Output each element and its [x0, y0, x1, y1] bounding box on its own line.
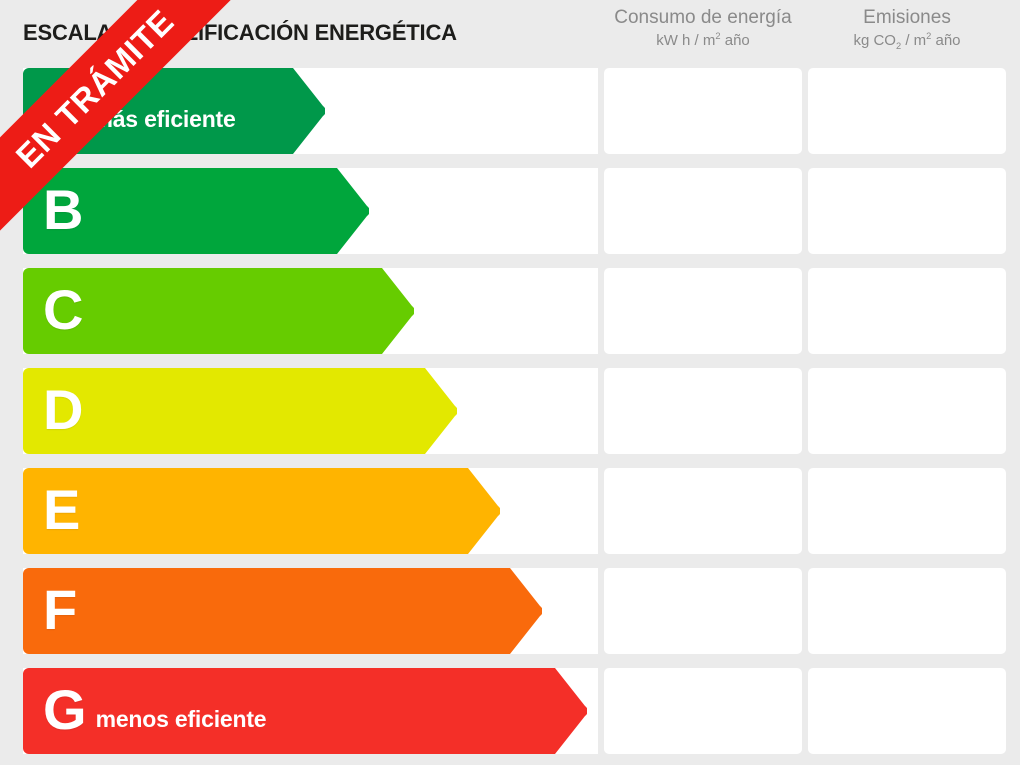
consumo-value — [604, 268, 802, 354]
rating-bar-d: D — [23, 368, 457, 454]
rating-bar-e: E — [23, 468, 500, 554]
consumo-unit-exponent: 2 — [715, 31, 721, 42]
consumo-value-cell — [604, 268, 802, 354]
consumo-value — [604, 668, 802, 754]
efficiency-note: más eficiente — [92, 105, 236, 132]
emisiones-unit-middle: / m — [901, 32, 927, 50]
bar-arrow-tip-icon — [452, 468, 500, 554]
consumo-value — [604, 468, 802, 554]
rating-bar-c: C — [23, 268, 414, 354]
rating-row: D — [0, 362, 1020, 460]
bar-arrow-tip-icon — [321, 168, 369, 254]
consumo-value-cell — [604, 68, 802, 154]
rating-letter: C — [43, 277, 84, 341]
consumo-value — [604, 68, 802, 154]
bar-arrow-tip-icon — [409, 368, 457, 454]
emisiones-value-cell — [808, 268, 1006, 354]
emisiones-value — [808, 668, 1006, 754]
rating-letter: E — [43, 477, 81, 541]
emisiones-value-cell — [808, 568, 1006, 654]
emisiones-value — [808, 368, 1006, 454]
consumo-value — [604, 568, 802, 654]
bar-arrow-tip-icon — [366, 268, 414, 354]
efficiency-note: menos eficiente — [95, 705, 267, 732]
rating-letter: F — [43, 577, 78, 641]
emisiones-value — [808, 268, 1006, 354]
column-header-emisiones-label: Emisiones — [863, 7, 951, 28]
rating-letter: B — [43, 177, 84, 241]
rating-bar-b: B — [23, 168, 369, 254]
consumo-value — [604, 368, 802, 454]
bar-arrow-tip-icon — [494, 568, 542, 654]
rating-row: C — [0, 262, 1020, 360]
emisiones-value — [808, 168, 1006, 254]
consumo-unit-suffix: año — [720, 32, 750, 50]
bar-arrow-tip-icon — [539, 668, 587, 754]
column-header-consumo-units: kW h / m2 año — [604, 32, 802, 50]
consumo-value — [604, 168, 802, 254]
rating-row: F — [0, 562, 1020, 660]
consumo-value-cell — [604, 668, 802, 754]
emisiones-value — [808, 568, 1006, 654]
consumo-unit-prefix: kW h / m — [656, 32, 716, 50]
rating-row: E — [0, 462, 1020, 560]
emisiones-value-cell — [808, 168, 1006, 254]
consumo-value-cell — [604, 568, 802, 654]
rating-letter: D — [43, 377, 84, 441]
emisiones-value-cell — [808, 368, 1006, 454]
scale-header: ESCALA DE CALIFICACIÓN ENERGÉTICA Consum… — [0, 0, 1020, 62]
column-header-consumo-label: Consumo de energía — [614, 7, 792, 28]
column-header-consumo: Consumo de energía kW h / m2 año — [604, 7, 802, 50]
emisiones-value-cell — [808, 468, 1006, 554]
page-title: ESCALA DE CALIFICACIÓN ENERGÉTICA — [23, 20, 457, 45]
emisiones-value-cell — [808, 68, 1006, 154]
column-header-emisiones: Emisiones kg CO2 / m2 año — [808, 7, 1006, 52]
rating-bar-f: F — [23, 568, 542, 654]
emisiones-value — [808, 68, 1006, 154]
emisiones-value — [808, 468, 1006, 554]
emisiones-unit-suffix: año — [931, 32, 961, 50]
rating-row: B — [0, 162, 1020, 260]
rating-letter: A — [43, 77, 84, 141]
emisiones-value-cell — [808, 668, 1006, 754]
column-header-emisiones-units: kg CO2 / m2 año — [808, 31, 1006, 52]
rating-letter: G — [43, 677, 87, 741]
consumo-value-cell — [604, 468, 802, 554]
consumo-value-cell — [604, 368, 802, 454]
consumo-value-cell — [604, 168, 802, 254]
emisiones-unit-prefix: kg CO — [853, 32, 896, 50]
emisiones-unit-exponent: 2 — [926, 31, 932, 42]
emisiones-unit-subscript: 2 — [895, 41, 902, 52]
bar-arrow-tip-icon — [277, 68, 325, 154]
